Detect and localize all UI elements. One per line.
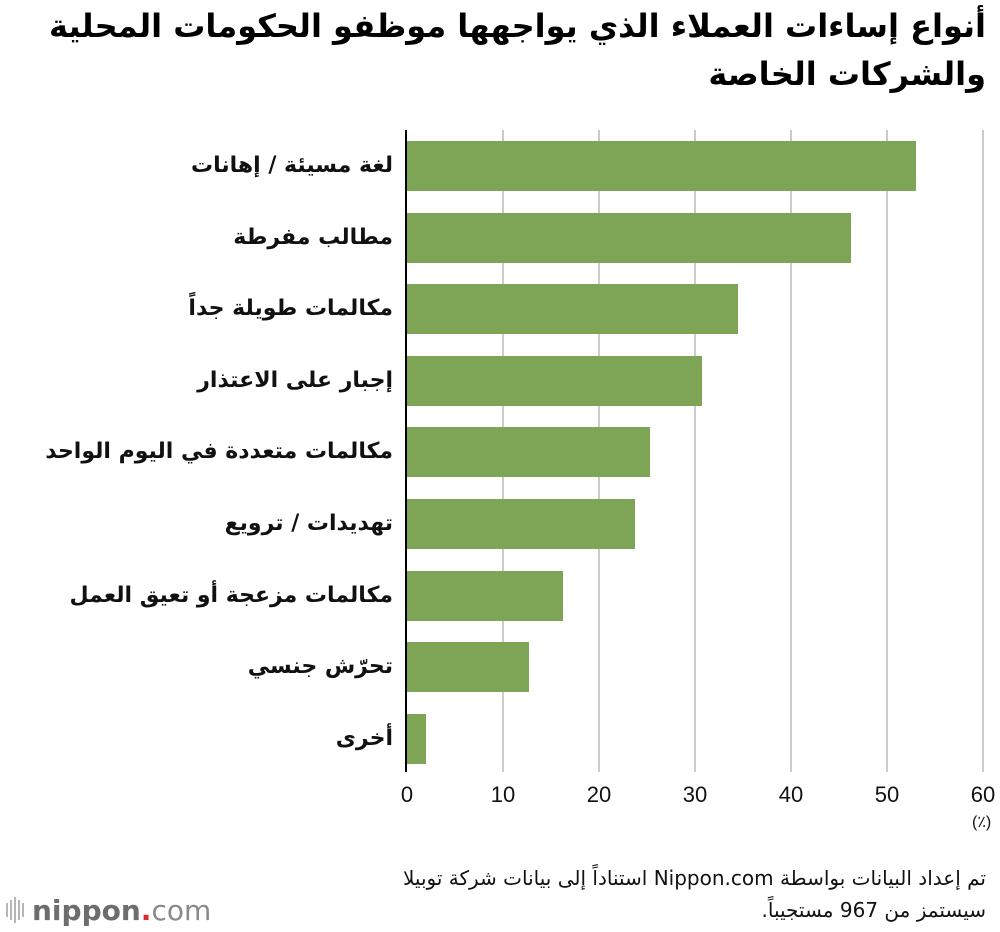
category-label: لغة مسيئة / إهانات (190, 153, 393, 178)
category-label: إجبار على الاعتذار (197, 368, 393, 393)
category-label: تحرّش جنسي (247, 654, 393, 679)
category-label: مكالمات متعددة في اليوم الواحد (45, 439, 393, 464)
logo-main: nippon (32, 893, 141, 927)
gridline-30 (694, 130, 696, 772)
gridline-40 (790, 130, 792, 772)
chart-title: أنواع إساءات العملاء الذي يواجهها موظفو … (49, 7, 986, 93)
x-tick-label: 0 (400, 782, 414, 807)
x-tick-label: 60 (970, 782, 996, 807)
x-tick-label: 20 (586, 782, 612, 807)
x-tick-label: 50 (874, 782, 900, 807)
y-axis-line (405, 130, 407, 772)
logo-wordmark: nippon.com (32, 894, 211, 927)
bar (407, 284, 739, 334)
category-label: مكالمات طويلة جداً (188, 296, 393, 321)
bar (407, 642, 529, 692)
source-note: تم إعداد البيانات بواسطة Nippon.com استن… (402, 866, 986, 922)
x-axis-unit: (٪) (972, 814, 992, 831)
logo-dot: . (140, 893, 152, 927)
nippon-logo: nippon.com (6, 893, 211, 927)
bar (407, 213, 851, 263)
gridline-50 (886, 130, 888, 772)
category-label: مطالب مفرطة (233, 225, 393, 250)
x-tick-label: 30 (682, 782, 708, 807)
logo-suffix: com (151, 893, 212, 927)
bar (407, 427, 650, 477)
x-tick-label: 10 (490, 782, 516, 807)
logo-bars-icon (6, 897, 24, 923)
category-label: أخرى (335, 726, 393, 751)
bar (407, 356, 702, 406)
plot-area (405, 130, 984, 772)
bar (407, 714, 427, 764)
gridline-60 (982, 130, 984, 772)
bar (407, 499, 635, 549)
bar (407, 141, 916, 191)
category-label: تهديدات / ترويع (224, 511, 393, 536)
x-tick-label: 40 (778, 782, 804, 807)
category-label: مكالمات مزعجة أو تعيق العمل (69, 583, 393, 608)
bar (407, 571, 563, 621)
